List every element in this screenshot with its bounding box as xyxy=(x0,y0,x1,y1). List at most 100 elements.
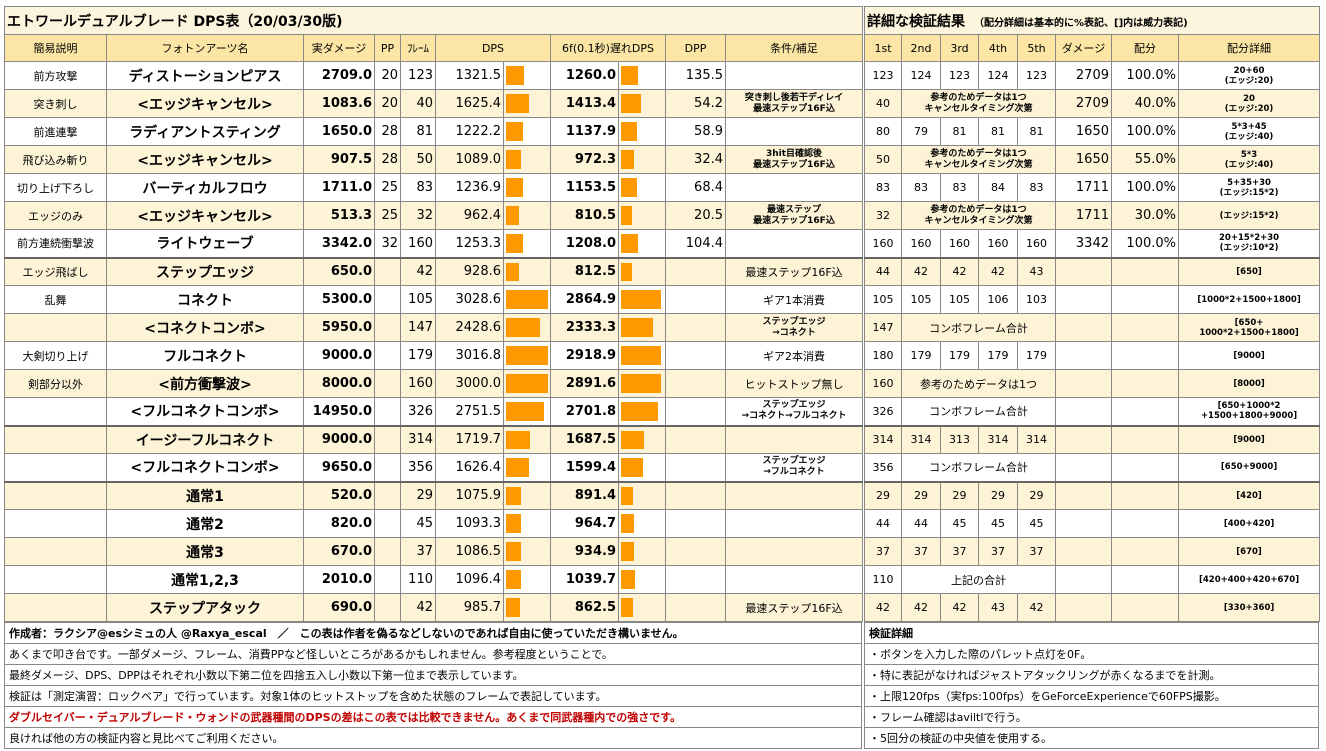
row-distribution: 100.0% xyxy=(1111,117,1179,146)
sample-4: 37 xyxy=(978,537,1018,566)
row-frame: 147 xyxy=(400,313,436,342)
verification-row: 40 参考のためデータは1つ キャンセルタイミング次第 2709 40.0% 20 (エッジ… xyxy=(864,89,1321,118)
row-pp: 25 xyxy=(374,201,401,230)
row-pp xyxy=(374,509,401,538)
table-row: 飛び込み斬り <エッジキャンセル> 907.5 28 50 1089.0 972.3 32.4… xyxy=(4,145,864,174)
row-pp xyxy=(374,424,401,454)
row-pa-name: <フルコネクトコンボ> xyxy=(106,397,304,426)
row-desc: 大剣切り上げ xyxy=(4,341,107,370)
row-dpp xyxy=(665,537,726,566)
header-3rd: 3rd xyxy=(940,34,979,62)
row-pp xyxy=(374,565,401,594)
row-dps: 3028.6 xyxy=(435,285,504,314)
sample-3: 123 xyxy=(940,61,979,90)
header-pp: PP xyxy=(374,34,401,62)
row-frame: 81 xyxy=(400,117,436,146)
row-desc: 突き刺し xyxy=(4,89,107,118)
row-pa-name: <エッジキャンセル> xyxy=(106,201,304,230)
row-pp: 20 xyxy=(374,89,401,118)
row-pa-name: フルコネクト xyxy=(106,341,304,370)
row-dpp xyxy=(665,341,726,370)
note-line: あくまで叩き台です。一部ダメージ、フレーム、消費PPなど怪しいところがあるかもし… xyxy=(4,643,862,665)
row-real-damage xyxy=(1055,285,1112,314)
row-distribution xyxy=(1111,397,1179,426)
dps-bar xyxy=(621,458,643,477)
row-detail: [400+420] xyxy=(1177,509,1321,538)
row-damage: 513.3 xyxy=(303,201,375,230)
dps-bar-cell xyxy=(503,480,551,510)
page-title: エトワールデュアルブレード DPS表（20/03/30版) xyxy=(3,6,864,35)
dps-bar xyxy=(506,318,540,337)
row-dps6: 1039.7 xyxy=(550,565,619,594)
row-dpp: 68.4 xyxy=(665,173,726,202)
row-real-damage: 3342 xyxy=(1055,229,1112,258)
row-desc xyxy=(4,509,107,538)
verification-note-line: ・ボタンを入力した際のパレット点灯を0F。 xyxy=(864,643,1319,665)
dps-bar xyxy=(621,234,638,253)
row-dpp: 32.4 xyxy=(665,145,726,174)
header-desc: 簡易説明 xyxy=(4,34,107,62)
sample-5: 37 xyxy=(1017,537,1056,566)
sample-3: 105 xyxy=(940,285,979,314)
dps-bar-cell xyxy=(503,173,551,202)
row-dps: 3016.8 xyxy=(435,341,504,370)
sample-1: 44 xyxy=(864,256,902,286)
row-dps6: 891.4 xyxy=(550,480,619,510)
row-pa-name: ラディアントスティング xyxy=(106,117,304,146)
row-pa-name: コネクト xyxy=(106,285,304,314)
row-desc xyxy=(4,565,107,594)
row-dpp xyxy=(665,256,726,286)
notes-right: 検証詳細 ・ボタンを入力した際のパレット点灯を0F。 ・特に表記がなければジャストア… xyxy=(864,622,1319,749)
dps6-bar-cell xyxy=(618,565,666,594)
verification-row: 160 160 160 160 160 3342 100.0% 20+15*2+30 (エッジ:… xyxy=(864,229,1321,258)
row-condition: 最速ステップ16F込 xyxy=(724,256,864,286)
dps-bar xyxy=(621,94,641,113)
row-pa-name: 通常1,2,3 xyxy=(106,565,304,594)
row-detail: [1000*2+1500+1800] xyxy=(1177,285,1321,314)
sample-4: 160 xyxy=(978,229,1018,258)
row-damage: 3342.0 xyxy=(303,229,375,258)
row-dpp: 104.4 xyxy=(665,229,726,258)
row-condition: 最速ステップ16F込 xyxy=(724,593,864,622)
row-pp xyxy=(374,453,401,482)
row-frame: 40 xyxy=(400,89,436,118)
dps-bar-cell xyxy=(503,201,551,230)
row-dps6: 964.7 xyxy=(550,509,619,538)
row-desc: 飛び込み斬り xyxy=(4,145,107,174)
row-dps6: 812.5 xyxy=(550,256,619,286)
row-damage: 2010.0 xyxy=(303,565,375,594)
sample-4: 124 xyxy=(978,61,1018,90)
row-detail: 20+15*2+30 (エッジ:10*2) xyxy=(1177,229,1321,258)
row-real-damage xyxy=(1055,480,1112,510)
row-damage: 9000.0 xyxy=(303,424,375,454)
row-dpp xyxy=(665,313,726,342)
row-frame: 32 xyxy=(400,201,436,230)
row-pp: 28 xyxy=(374,117,401,146)
dps-bar xyxy=(506,598,520,617)
row-distribution xyxy=(1111,313,1179,342)
header-frame: ﾌﾚｰﾑ xyxy=(400,34,436,62)
row-dpp: 135.5 xyxy=(665,61,726,90)
row-condition xyxy=(724,480,864,510)
table-header-row: 簡易説明 フォトンアーツ名 実ダメージ PP ﾌﾚｰﾑ DPS 6f(0.1秒)… xyxy=(4,34,864,62)
sample-2: 179 xyxy=(901,341,941,370)
row-real-damage: 2709 xyxy=(1055,61,1112,90)
row-desc: エッジ飛ばし xyxy=(4,256,107,286)
dps-bar-cell xyxy=(503,256,551,286)
right-note: （配分詳細は基本的に%表記、[]内は威力表記) xyxy=(979,17,1188,29)
verification-row: 356 コンボフレーム合計 [650+9000] xyxy=(864,453,1321,482)
table-row: 通常2 820.0 45 1093.3 964.7 xyxy=(4,509,864,538)
row-damage: 1083.6 xyxy=(303,89,375,118)
sample-5: 179 xyxy=(1017,341,1056,370)
dps-bar-cell xyxy=(503,509,551,538)
sample-4: 45 xyxy=(978,509,1018,538)
sample-note: 参考のためデータは1つ キャンセルタイミング次第 xyxy=(901,89,1056,118)
sample-2: 314 xyxy=(901,424,941,454)
header-dist: 配分 xyxy=(1111,34,1179,62)
dps6-bar-cell xyxy=(618,173,666,202)
row-frame: 314 xyxy=(400,424,436,454)
row-detail: [670] xyxy=(1177,537,1321,566)
table-row: 剣部分以外 <前方衝撃波> 8000.0 160 3000.0 2891.6 ヒットストップ… xyxy=(4,369,864,398)
dps6-bar-cell xyxy=(618,424,666,454)
sample-1: 180 xyxy=(864,341,902,370)
